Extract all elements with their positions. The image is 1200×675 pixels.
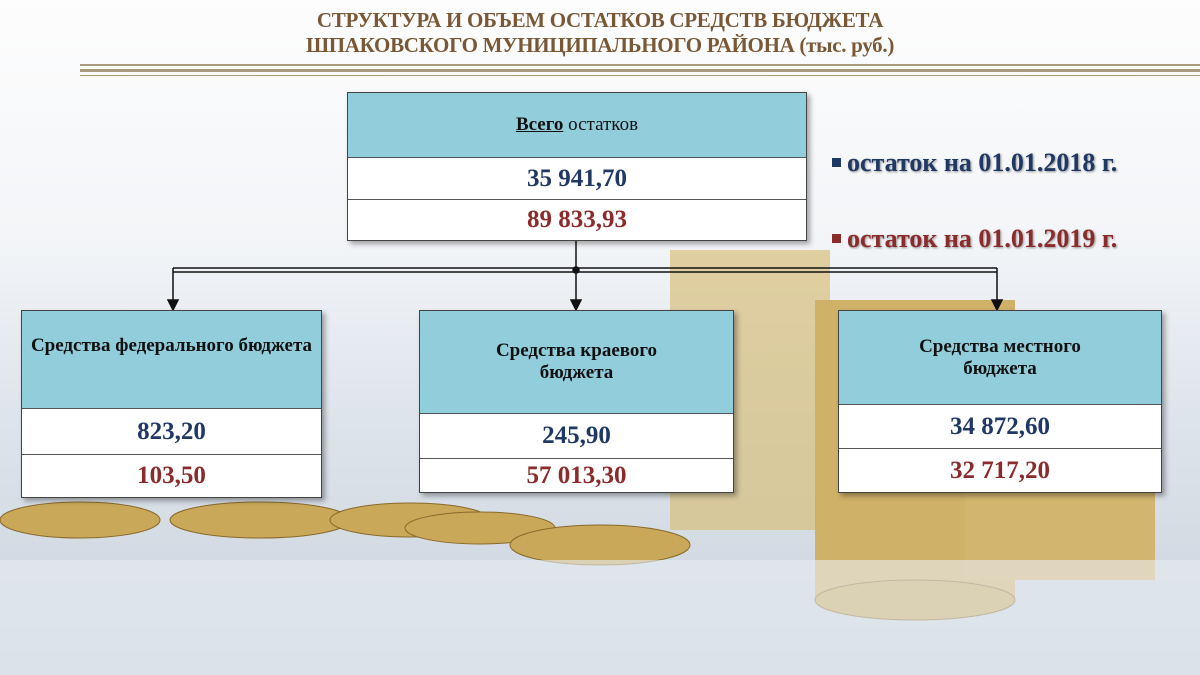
local-value-2019: 32 717,20: [950, 456, 1050, 484]
title-line-2: ШПАКОВСКОГО МУНИЦИПАЛЬНОГО РАЙОНА (тыс. …: [305, 33, 895, 57]
federal-label: Средства федерального бюджета: [30, 335, 313, 356]
total-box: Всего остатков 35 941,70 89 833,93: [347, 92, 807, 241]
total-label-rest: остатков: [563, 114, 639, 135]
federal-value-2018: 823,20: [22, 409, 321, 455]
legend-2019: остаток на 01.01.2019 г.: [832, 224, 1117, 254]
federal-box: Средства федерального бюджета 823,20 103…: [21, 310, 322, 498]
total-header: Всего остатков: [348, 93, 806, 158]
local-label: Средства местного бюджета: [919, 335, 1081, 379]
divider: [80, 64, 1200, 66]
regional-value-2019: 57 013,30: [526, 461, 627, 489]
slide-title: СТРУКТУРА И ОБЪЕМ ОСТАТКОВ СРЕДСТВ БЮДЖЕ…: [0, 8, 1200, 58]
total-label-bold: Всего: [515, 114, 564, 135]
divider: [80, 75, 1200, 76]
total-value-2018: 35 941,70: [348, 158, 806, 200]
regional-label: Средства краевого бюджета: [495, 340, 658, 383]
legend-marker: [832, 157, 841, 167]
local-box: Средства местного бюджета 34 872,60 32 7…: [838, 310, 1162, 493]
legend-label: остаток на 01.01.2018 г.: [847, 148, 1118, 177]
title-line-1: СТРУКТУРА И ОБЪЕМ ОСТАТКОВ СРЕДСТВ БЮДЖЕ…: [316, 8, 884, 32]
legend-marker: [832, 233, 841, 243]
regional-box: Средства краевого бюджета 245,90 57 013,…: [419, 310, 734, 493]
total-value-2019: 89 833,93: [527, 206, 627, 233]
legend-label: остаток на 01.01.2019 г.: [847, 224, 1118, 253]
regional-value-2018: 245,90: [420, 414, 733, 459]
local-value-2018: 34 872,60: [839, 405, 1161, 449]
divider: [80, 69, 1200, 72]
legend-2018: остаток на 01.01.2018 г.: [832, 148, 1117, 178]
federal-value-2019: 103,50: [137, 462, 206, 489]
